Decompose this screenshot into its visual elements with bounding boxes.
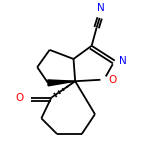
- Text: N: N: [119, 56, 127, 66]
- Text: O: O: [15, 93, 23, 103]
- Text: N: N: [97, 3, 105, 13]
- Text: O: O: [109, 75, 117, 85]
- Polygon shape: [48, 80, 75, 86]
